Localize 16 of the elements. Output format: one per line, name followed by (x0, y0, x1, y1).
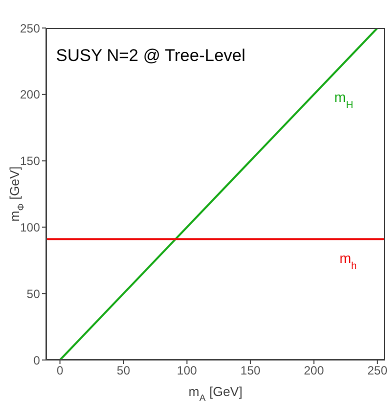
series-label: m$_{h}$ (340, 250, 357, 272)
y-tick-label: 50 (26, 286, 40, 301)
y-tick-label: 250 (20, 21, 40, 36)
x-tick-label: 250 (367, 364, 388, 378)
x-tick-label: 50 (116, 364, 130, 378)
x-axis-title: m$_{A}$ [GeV] (188, 384, 242, 403)
y-tick-label: 100 (20, 220, 40, 234)
x-tick-label: 150 (240, 364, 261, 378)
y-tick-label: 0 (33, 353, 40, 368)
y-tick-label: 200 (20, 88, 40, 102)
text: SUSY N=2 @ Tree-Level (56, 46, 246, 65)
x-tick-label: 0 (56, 364, 64, 378)
x-tick-label: 200 (304, 364, 324, 378)
x-tick-label: 100 (176, 364, 198, 378)
series-label: m$_{H}$ (334, 88, 354, 110)
y-tick-label: 150 (20, 154, 40, 168)
